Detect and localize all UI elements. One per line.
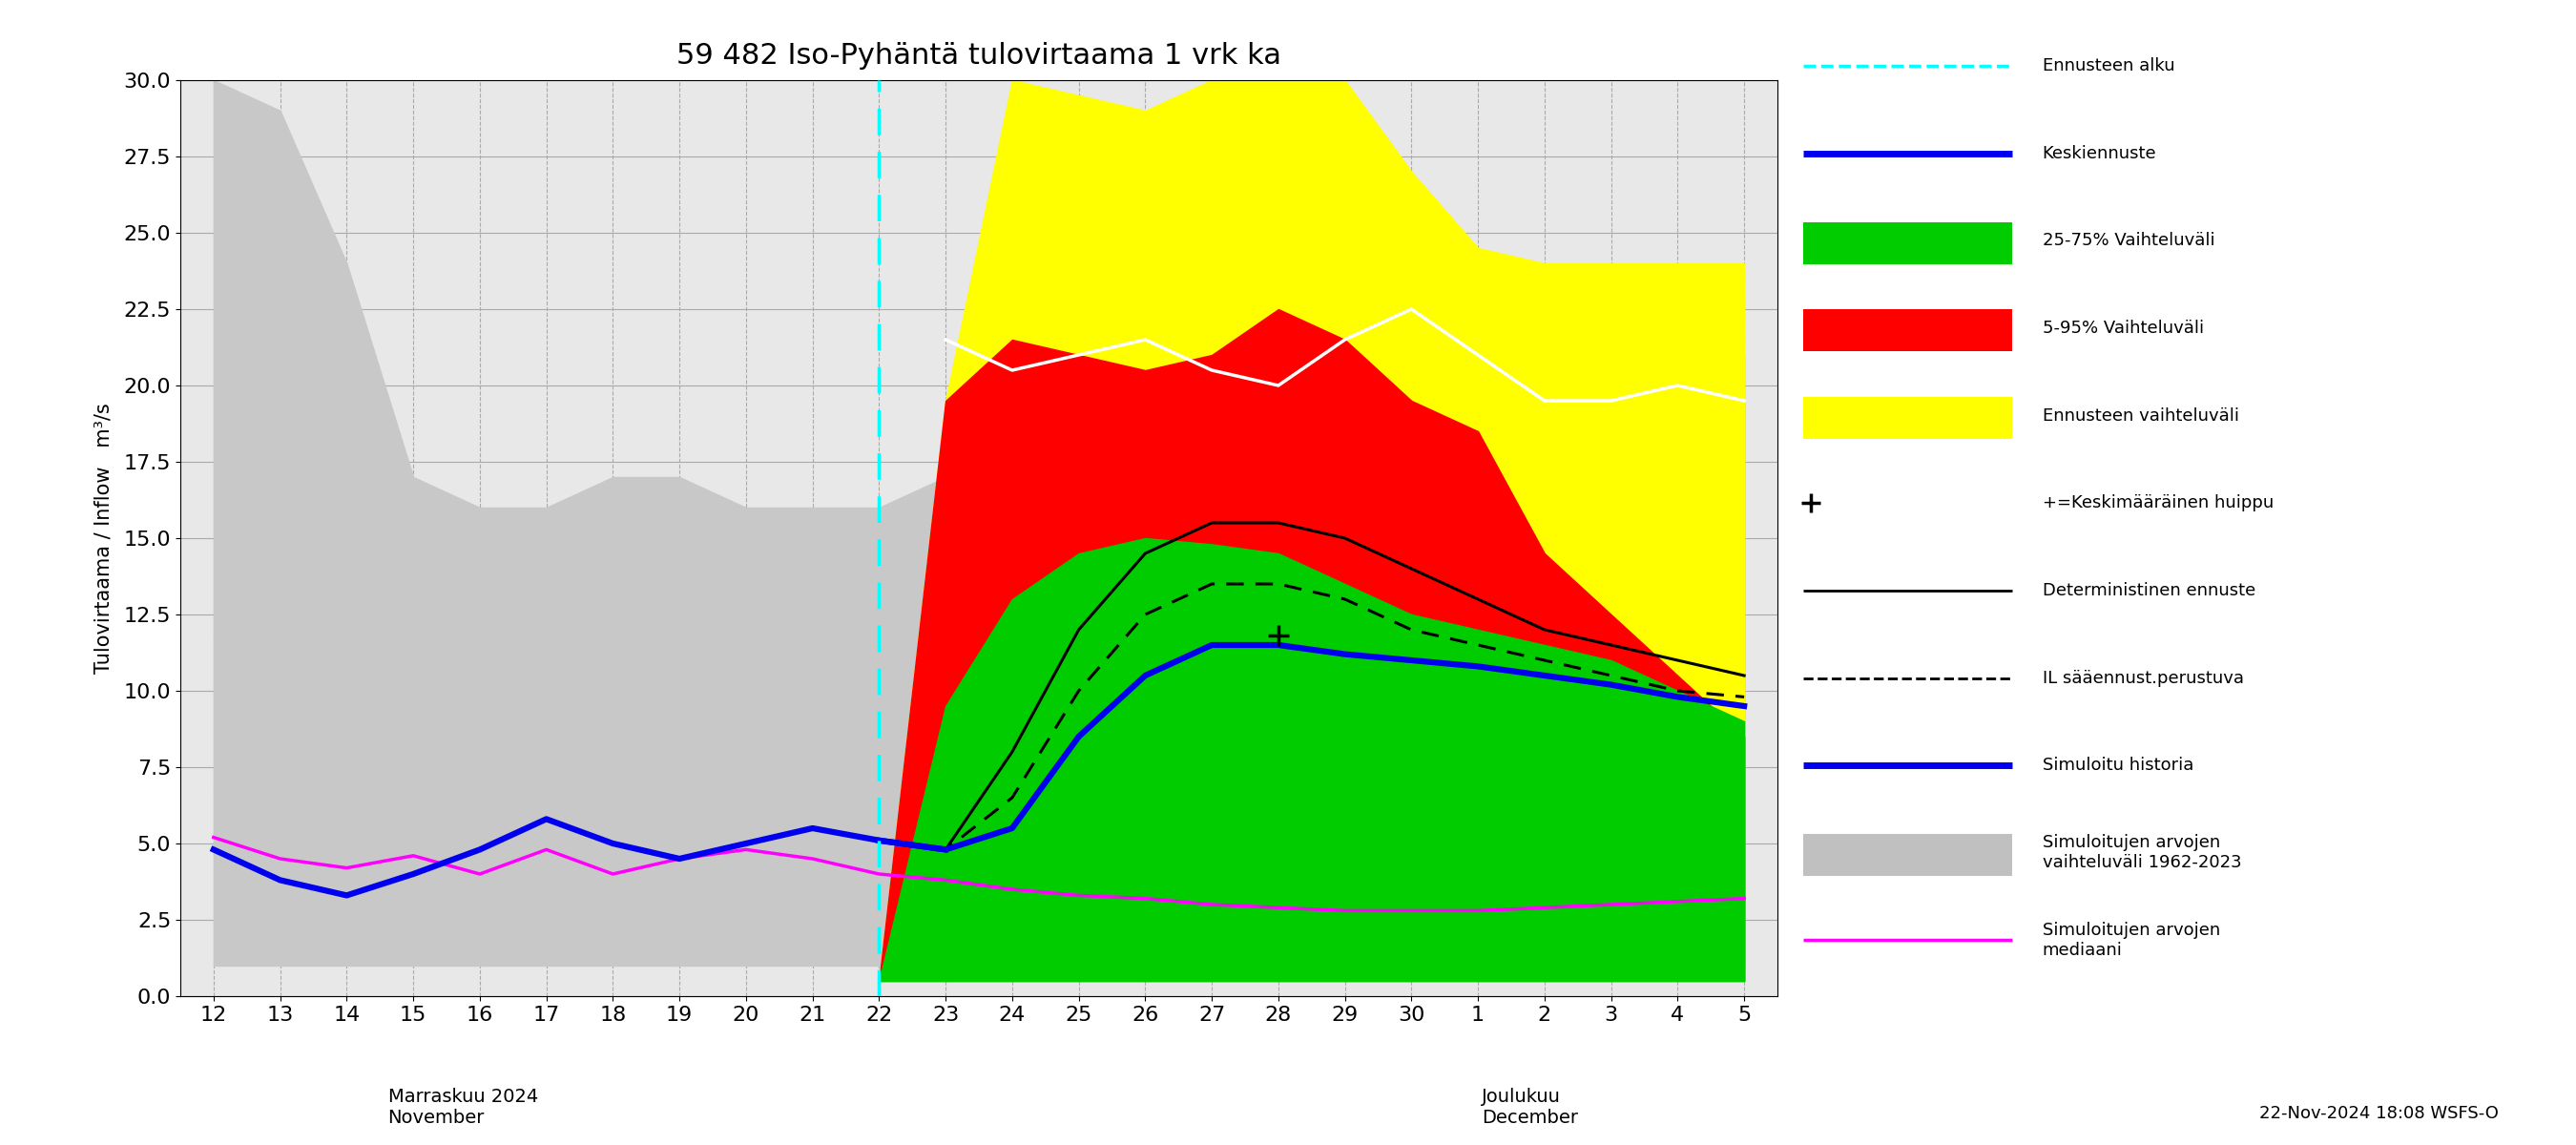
Bar [1803,309,2012,352]
Text: Joulukuu
December: Joulukuu December [1481,1088,1579,1127]
Text: 25-75% Vaihteluväli: 25-75% Vaihteluväli [2043,232,2215,250]
Y-axis label: Tulovirtaama / Inflow   m³/s: Tulovirtaama / Inflow m³/s [93,403,113,673]
Text: +​=Keskimääräinen huippu: +​=Keskimääräinen huippu [2043,495,2275,512]
Text: Marraskuu 2024
November: Marraskuu 2024 November [389,1088,538,1127]
Text: Simuloitujen arvojen
mediaani: Simuloitujen arvojen mediaani [2043,922,2221,958]
Text: Keskiennuste: Keskiennuste [2043,144,2156,161]
Bar [1803,834,2012,876]
Title: 59 482 Iso-Pyhäntä tulovirtaama 1 vrk ka: 59 482 Iso-Pyhäntä tulovirtaama 1 vrk ka [677,42,1280,70]
Text: 5-95% Vaihteluväli: 5-95% Vaihteluväli [2043,319,2202,337]
Text: IL sääennust.perustuva: IL sääennust.perustuva [2043,670,2244,687]
Bar [1803,396,2012,439]
Text: Ennusteen alku: Ennusteen alku [2043,57,2174,74]
Text: 22-Nov-2024 18:08 WSFS-O: 22-Nov-2024 18:08 WSFS-O [2259,1105,2499,1122]
Text: Simuloitujen arvojen
vaihteluväli 1962-2023: Simuloitujen arvojen vaihteluväli 1962-2… [2043,835,2241,871]
Text: Deterministinen ennuste: Deterministinen ennuste [2043,582,2254,599]
Text: Ennusteen vaihteluväli: Ennusteen vaihteluväli [2043,408,2239,425]
Bar [1803,222,2012,264]
Text: Simuloitu historia: Simuloitu historia [2043,757,2192,774]
